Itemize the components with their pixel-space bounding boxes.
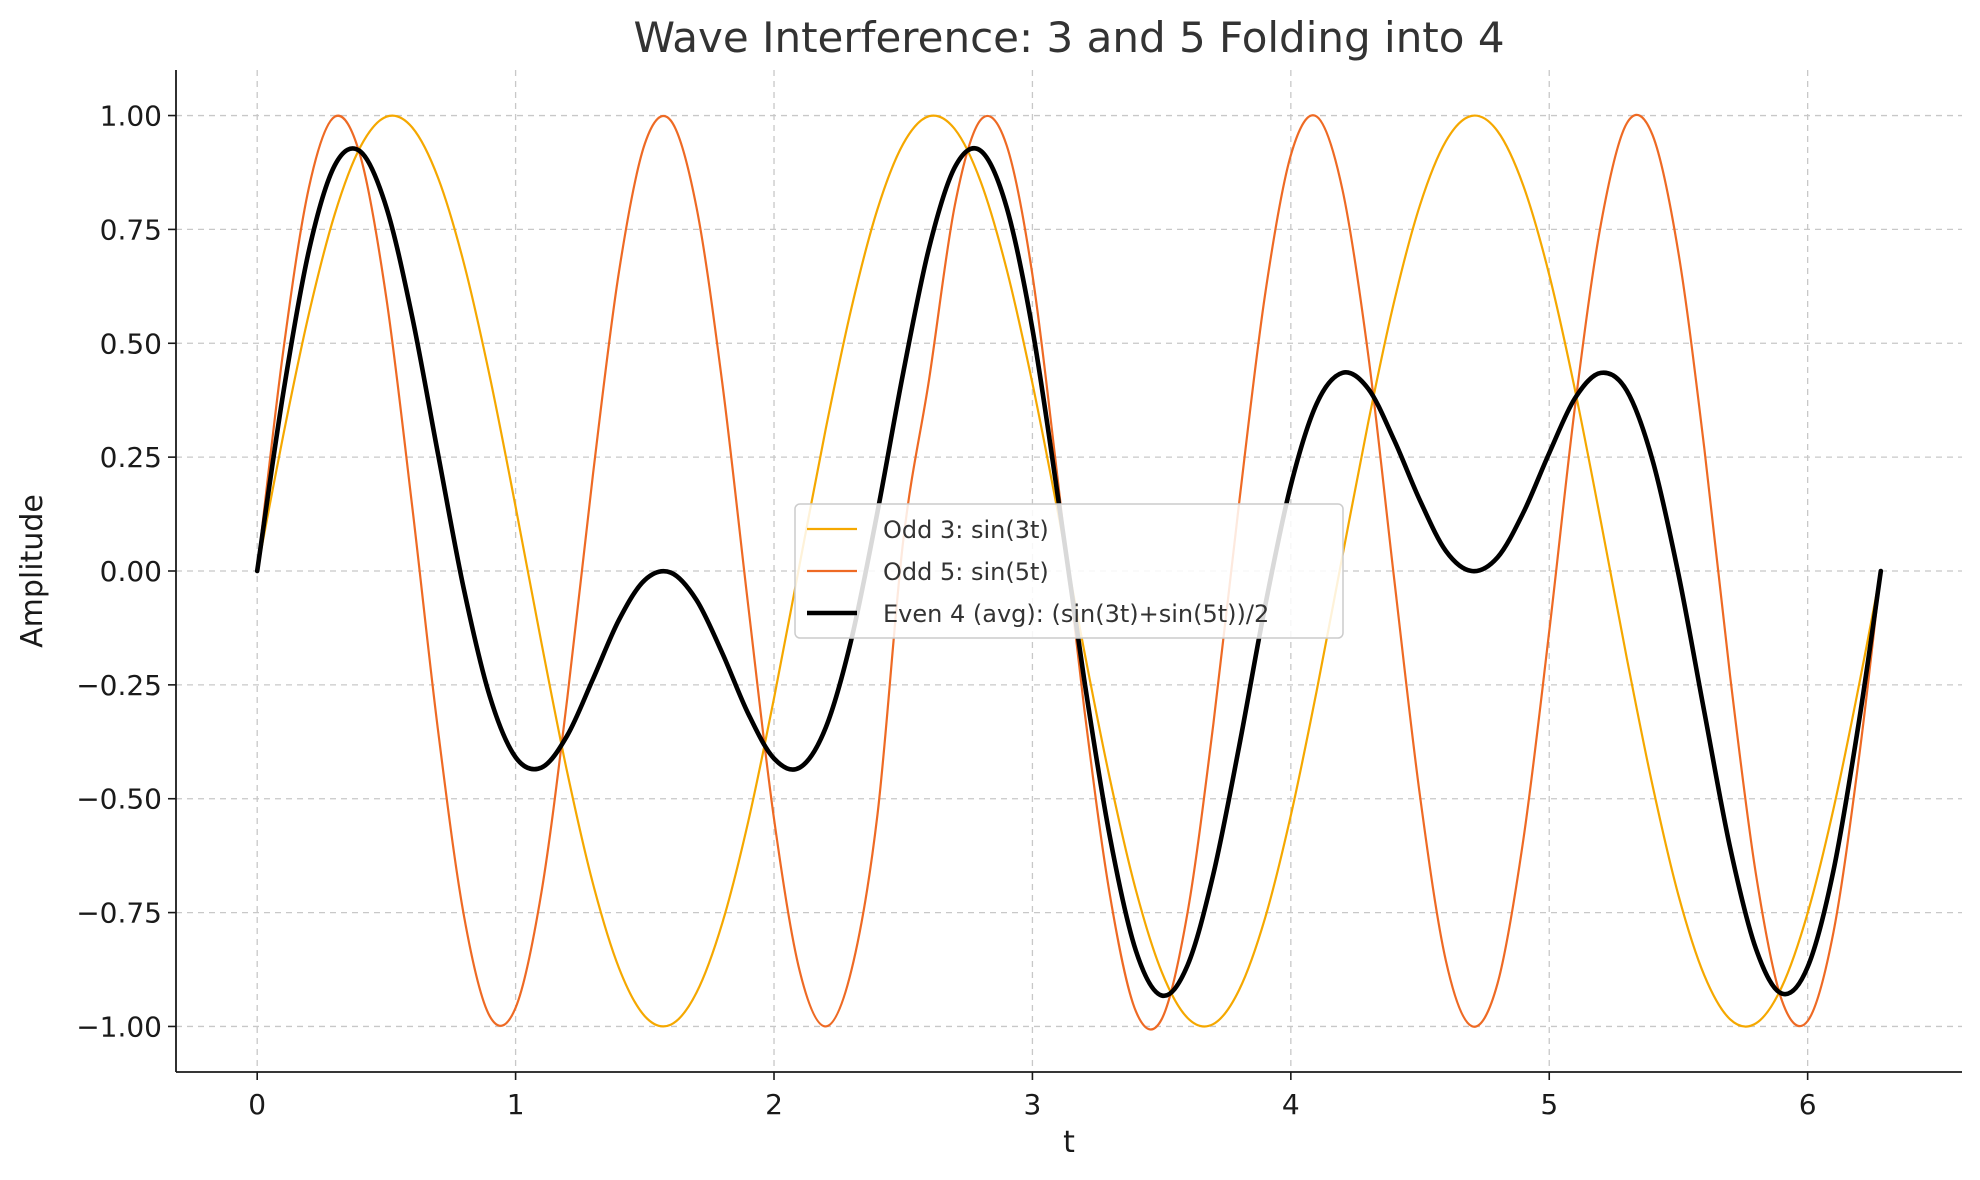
x-axis-title: t (1063, 1125, 1075, 1160)
x-tick-label: 5 (1540, 1088, 1558, 1121)
x-tick-label: 6 (1799, 1088, 1817, 1121)
legend: Odd 3: sin(3t) Odd 5: sin(5t) Even 4 (avg)… (794, 503, 1344, 639)
x-tick-label: 1 (507, 1088, 525, 1121)
y-tick-label: −0.25 (76, 669, 162, 702)
legend-label: Even 4 (avg): (sin(3t)+sin(5t))/2 (883, 600, 1269, 628)
x-tick-label: 3 (1024, 1088, 1042, 1121)
y-tick-label: −1.00 (76, 1010, 162, 1043)
y-tick-label: −0.50 (76, 783, 162, 816)
legend-label: Odd 3: sin(3t) (883, 516, 1049, 544)
y-tick-label: 0.25 (100, 441, 162, 474)
legend-box (794, 503, 1344, 639)
y-tick-label: 0.75 (100, 213, 162, 246)
tick-layer: 0 1 2 3 4 5 6 1.00 0.75 0.50 0.25 0.00 −0.25 −0.50 −0.… (76, 100, 1816, 1121)
y-tick-label: 1.00 (100, 100, 162, 133)
x-tick-label: 4 (1282, 1088, 1300, 1121)
y-tick-label: 0.50 (100, 327, 162, 360)
y-axis-title: Amplitude (15, 494, 50, 648)
y-tick-label: 0.00 (100, 555, 162, 588)
x-tick-label: 0 (248, 1088, 266, 1121)
x-tick-label: 2 (765, 1088, 783, 1121)
legend-label: Odd 5: sin(5t) (883, 558, 1049, 586)
y-tick-label: −0.75 (76, 897, 162, 930)
chart-title: Wave Interference: 3 and 5 Folding into … (633, 13, 1504, 62)
